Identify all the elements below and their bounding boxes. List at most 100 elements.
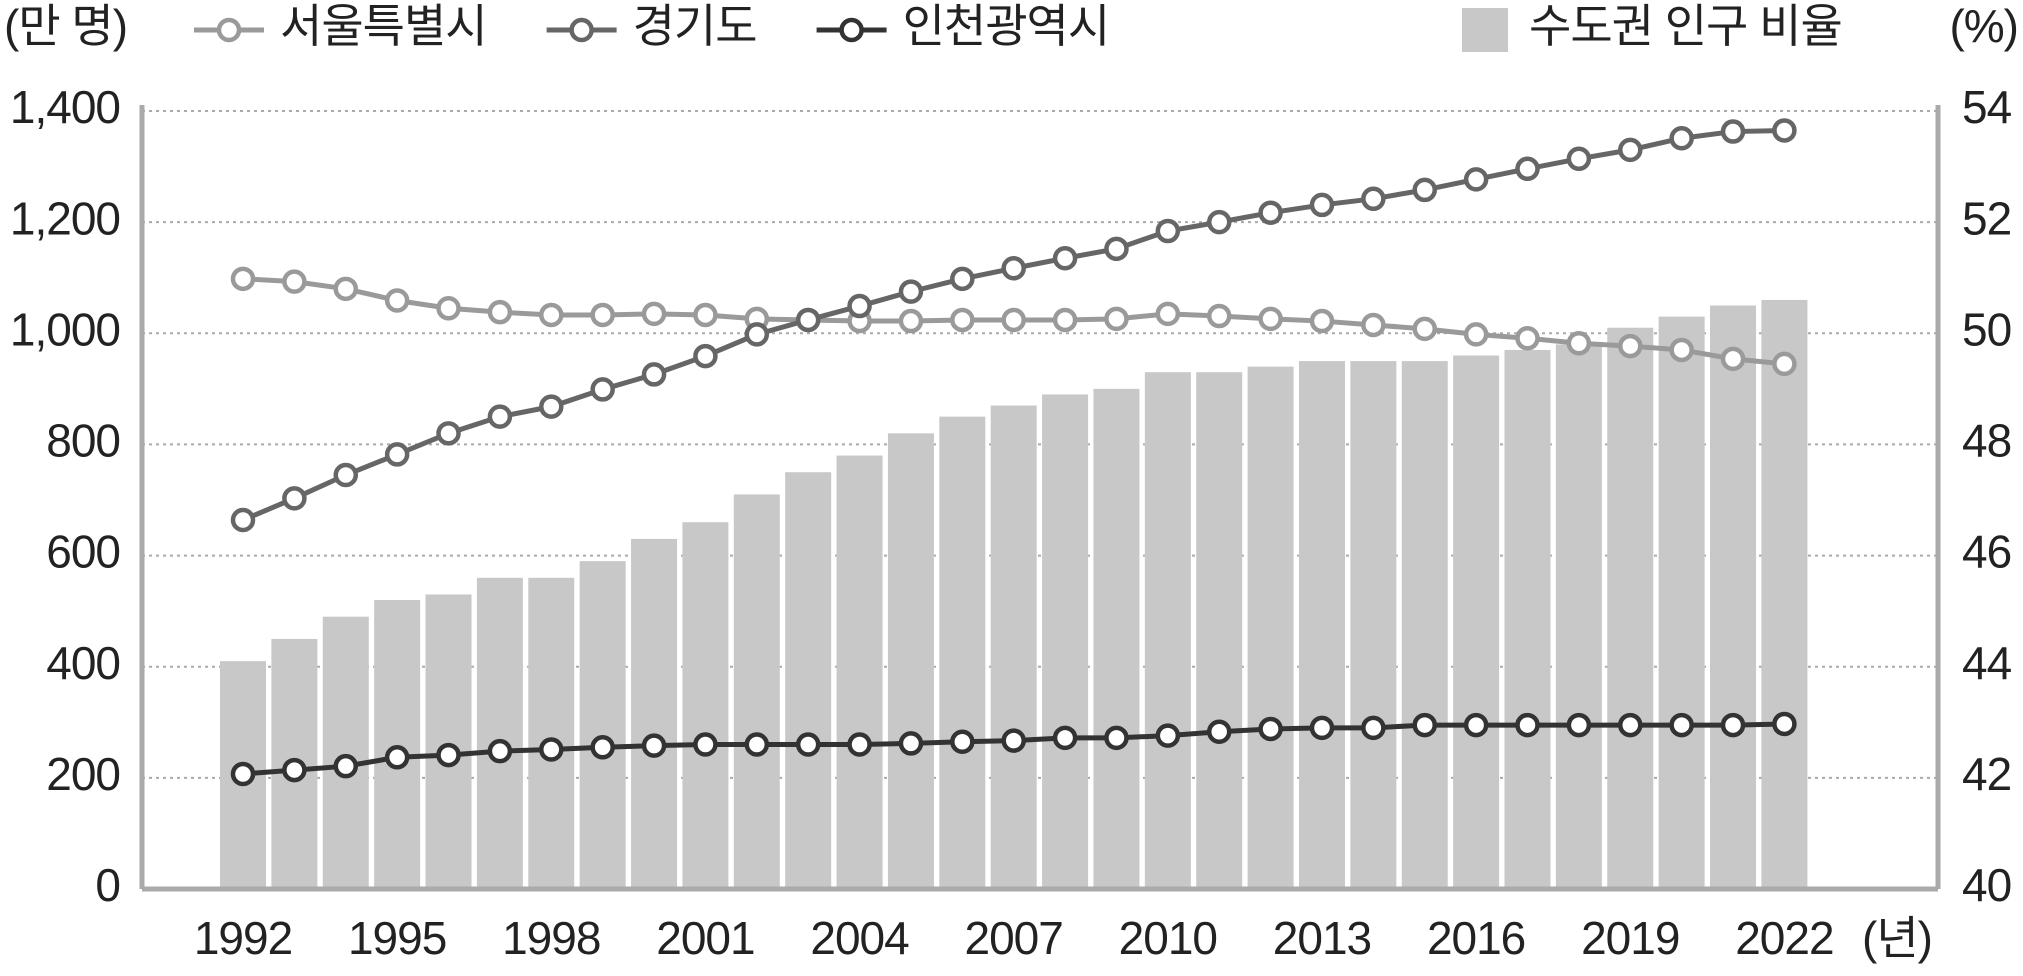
marker bbox=[1309, 308, 1335, 334]
marker bbox=[1618, 712, 1643, 738]
legend-marker bbox=[569, 17, 594, 43]
marker bbox=[1001, 256, 1026, 281]
marker bbox=[1001, 728, 1026, 753]
bar bbox=[1761, 299, 1808, 889]
y-tick-label: 800 bbox=[46, 415, 120, 467]
marker bbox=[1206, 303, 1232, 329]
marker bbox=[1155, 723, 1181, 748]
y-tick-label: 0 bbox=[95, 859, 120, 911]
marker bbox=[1566, 712, 1592, 738]
y2-tick-label: 54 bbox=[1962, 81, 2012, 133]
marker bbox=[333, 276, 359, 302]
y2-tick-label: 42 bbox=[1962, 748, 2011, 800]
marker bbox=[1772, 711, 1797, 737]
y2-axis-label: (%) bbox=[1949, 0, 2018, 52]
marker bbox=[590, 377, 615, 402]
bar bbox=[836, 455, 883, 889]
marker bbox=[1258, 716, 1283, 742]
marker bbox=[487, 404, 513, 429]
marker bbox=[898, 279, 924, 304]
bar bbox=[1196, 372, 1243, 890]
marker bbox=[1361, 312, 1386, 338]
marker bbox=[539, 302, 564, 328]
bar bbox=[733, 494, 780, 889]
y-tick-label: 1,000 bbox=[10, 303, 120, 355]
marker bbox=[487, 738, 513, 764]
bar bbox=[1453, 355, 1500, 889]
marker bbox=[1720, 712, 1746, 738]
y2-tick-label: 46 bbox=[1962, 526, 2011, 578]
marker bbox=[693, 732, 718, 757]
y2-tick-label: 40 bbox=[1962, 859, 2011, 911]
marker bbox=[1309, 192, 1335, 218]
marker bbox=[1720, 119, 1746, 144]
marker bbox=[1155, 218, 1181, 244]
marker bbox=[1720, 346, 1746, 372]
marker bbox=[333, 753, 359, 779]
bar bbox=[785, 472, 832, 889]
marker bbox=[1309, 715, 1335, 741]
legend-label: 경기도 bbox=[633, 0, 757, 52]
bar bbox=[887, 433, 934, 889]
marker bbox=[1772, 351, 1797, 377]
bar bbox=[528, 577, 575, 889]
x-tick-label: 2019 bbox=[1581, 912, 1679, 964]
marker bbox=[641, 301, 667, 327]
bar bbox=[631, 538, 678, 889]
bar bbox=[1607, 327, 1654, 889]
marker bbox=[1772, 118, 1797, 143]
marker bbox=[230, 507, 256, 533]
marker bbox=[1001, 307, 1026, 333]
y2-tick-label: 52 bbox=[1962, 192, 2011, 244]
marker bbox=[384, 288, 410, 313]
bar bbox=[1093, 388, 1140, 889]
x-tick-label: 2007 bbox=[965, 912, 1063, 964]
bar bbox=[1247, 366, 1294, 890]
marker bbox=[950, 729, 975, 754]
bar bbox=[1298, 361, 1345, 890]
legend-label: 서울특별시 bbox=[280, 0, 487, 52]
bar bbox=[476, 577, 523, 889]
legend-label: 인천광역시 bbox=[903, 0, 1110, 52]
marker bbox=[744, 322, 770, 347]
marker bbox=[1618, 333, 1643, 359]
marker bbox=[1463, 712, 1489, 738]
marker bbox=[1206, 209, 1232, 235]
marker bbox=[1515, 326, 1540, 351]
marker bbox=[744, 732, 770, 757]
marker bbox=[1104, 306, 1129, 332]
marker bbox=[693, 302, 718, 328]
marker bbox=[693, 343, 718, 369]
marker bbox=[1361, 186, 1386, 212]
marker bbox=[333, 462, 359, 488]
marker bbox=[384, 442, 410, 467]
marker bbox=[1463, 322, 1489, 347]
bar bbox=[425, 594, 472, 889]
legend-label: 수도권 인구 비율 bbox=[1529, 0, 1842, 52]
marker bbox=[436, 296, 461, 321]
marker bbox=[1104, 725, 1129, 751]
marker bbox=[1258, 200, 1283, 225]
marker bbox=[1618, 137, 1643, 163]
marker bbox=[590, 735, 615, 760]
marker bbox=[898, 731, 924, 756]
marker bbox=[1669, 337, 1694, 363]
x-tick-label: 2022 bbox=[1735, 912, 1833, 964]
x-tick-label: 2013 bbox=[1273, 912, 1371, 964]
marker bbox=[282, 757, 307, 783]
y-tick-label: 200 bbox=[46, 748, 120, 800]
bar bbox=[1504, 349, 1551, 889]
x-tick-label: 2004 bbox=[810, 912, 909, 964]
marker bbox=[436, 421, 461, 446]
bar bbox=[1658, 316, 1705, 890]
bar bbox=[1555, 344, 1602, 889]
marker bbox=[1412, 316, 1437, 342]
marker bbox=[1669, 125, 1694, 151]
marker bbox=[436, 742, 461, 768]
x-tick-label: 1995 bbox=[348, 912, 446, 964]
y-tick-label: 600 bbox=[46, 526, 120, 578]
x-tick-label: 2010 bbox=[1119, 912, 1217, 964]
marker bbox=[847, 293, 872, 319]
x-tick-label: 1998 bbox=[502, 912, 600, 964]
marker bbox=[950, 307, 975, 333]
